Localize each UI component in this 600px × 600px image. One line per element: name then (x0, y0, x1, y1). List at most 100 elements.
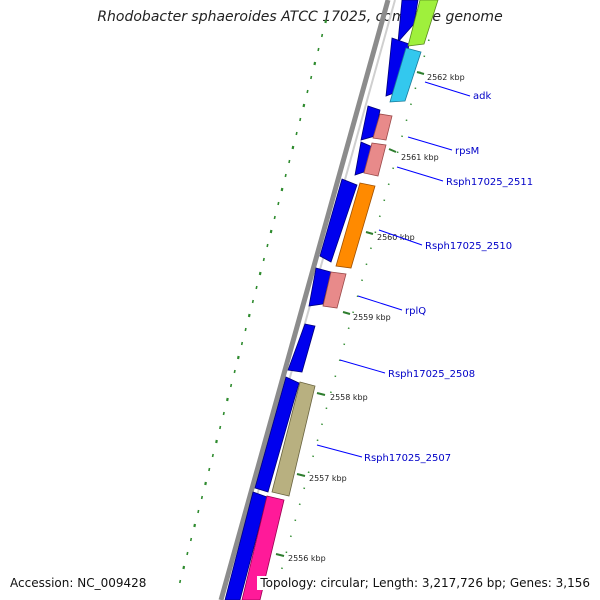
gc-dot (277, 201, 280, 206)
cds-feature[interactable] (363, 142, 387, 177)
minor-tick (369, 247, 372, 250)
tick-label: 2560 kbp (377, 233, 415, 242)
cds-feature[interactable] (372, 113, 393, 141)
minor-tick (285, 551, 288, 554)
gc-dot (269, 229, 273, 234)
gc-dot (317, 47, 320, 52)
minor-tick (423, 55, 426, 58)
minor-tick (414, 87, 417, 90)
minor-tick (343, 343, 346, 346)
leader-line (316, 444, 363, 458)
gene-label-rsph17025-2511[interactable]: Rsph17025_2511 (446, 177, 533, 188)
gc-dot (240, 341, 244, 346)
tick-label: 2557 kbp (309, 474, 347, 483)
gc-dot (226, 397, 229, 402)
gc-dot (255, 285, 258, 290)
minor-tick (405, 119, 408, 122)
label-leader-lines (316, 81, 471, 458)
cds-feature[interactable] (241, 495, 285, 600)
minor-tick (387, 183, 390, 186)
gc-dot (310, 75, 313, 80)
gc-dot (284, 173, 287, 178)
gene-label-rpsm[interactable]: rpsM (455, 146, 479, 157)
minor-tick (316, 439, 319, 442)
cds-feature[interactable] (335, 182, 376, 269)
tick-mark (388, 148, 397, 153)
tick-label: 2562 kbp (427, 73, 465, 82)
gc-dot (211, 453, 214, 458)
cds-feature[interactable] (407, 0, 439, 47)
gc-dot (262, 257, 265, 262)
cds-feature[interactable] (254, 376, 300, 493)
gc-dot (236, 355, 240, 360)
gc-dot (215, 439, 218, 444)
gene-label-adk[interactable]: adk (473, 91, 491, 102)
tick-label: 2559 kbp (353, 313, 391, 322)
gc-dot (244, 327, 247, 332)
cds-feature[interactable] (389, 47, 422, 103)
minor-tick (365, 263, 368, 266)
minor-tick (396, 151, 399, 154)
gc-dot (200, 495, 204, 500)
gc-dot (204, 481, 207, 486)
leader-line (378, 229, 423, 246)
gc-dot (313, 61, 317, 66)
reverse-strand-track (224, 0, 419, 600)
minor-tick (409, 103, 412, 106)
minor-tick (307, 471, 310, 474)
gc-dot (182, 565, 186, 570)
tick-mark (316, 392, 326, 396)
minor-tick (312, 455, 315, 458)
gc-dot (219, 425, 222, 430)
gc-dot-track (179, 19, 328, 584)
minor-tick (298, 503, 301, 506)
topology-text: Topology: circular; Length: 3,217,726 bp… (257, 576, 590, 590)
minor-tick (303, 487, 306, 490)
cds-feature[interactable] (271, 381, 316, 497)
minor-tick (418, 71, 421, 74)
leader-line (357, 295, 403, 311)
leader-line (424, 81, 471, 97)
tick-label: 2556 kbp (288, 554, 326, 563)
gc-dot (273, 215, 276, 220)
gene-label-rplq[interactable]: rplQ (405, 306, 426, 317)
cds-feature[interactable] (322, 271, 347, 309)
gc-dot (233, 369, 236, 374)
minor-tick (378, 215, 381, 218)
gc-dot (247, 313, 251, 318)
tick-track (275, 71, 425, 557)
gc-dot (251, 299, 254, 304)
cds-feature[interactable] (319, 178, 358, 263)
minor-tick (334, 375, 337, 378)
gene-label-rsph17025-2508[interactable]: Rsph17025_2508 (388, 369, 475, 380)
cds-feature[interactable] (308, 267, 332, 307)
minor-tick (352, 311, 355, 314)
leader-line (407, 136, 453, 151)
gc-dot (320, 33, 324, 38)
tick-label: 2558 kbp (330, 393, 368, 402)
gc-dot (258, 271, 262, 276)
gc-dot (266, 243, 269, 248)
gc-dot (291, 145, 295, 150)
gc-dot (189, 537, 193, 542)
gene-label-rsph17025-2507[interactable]: Rsph17025_2507 (364, 453, 451, 464)
gc-dot (280, 187, 284, 192)
minor-tick (347, 327, 350, 330)
minor-tick (280, 567, 283, 570)
minor-tick (374, 231, 377, 234)
cds-feature[interactable] (224, 491, 268, 600)
minor-tick (401, 135, 404, 138)
gc-dot (197, 509, 200, 514)
tick-label: 2561 kbp (401, 153, 439, 162)
forward-strand-track (241, 0, 439, 600)
minor-tick (392, 167, 395, 170)
gc-dot (306, 89, 309, 94)
cds-feature[interactable] (287, 323, 316, 373)
tick-mark (342, 311, 351, 315)
minor-tick (427, 39, 430, 42)
gc-dot (179, 579, 182, 584)
gc-dot (208, 467, 211, 472)
gc-dot (299, 117, 302, 122)
gene-label-rsph17025-2510[interactable]: Rsph17025_2510 (425, 241, 512, 252)
